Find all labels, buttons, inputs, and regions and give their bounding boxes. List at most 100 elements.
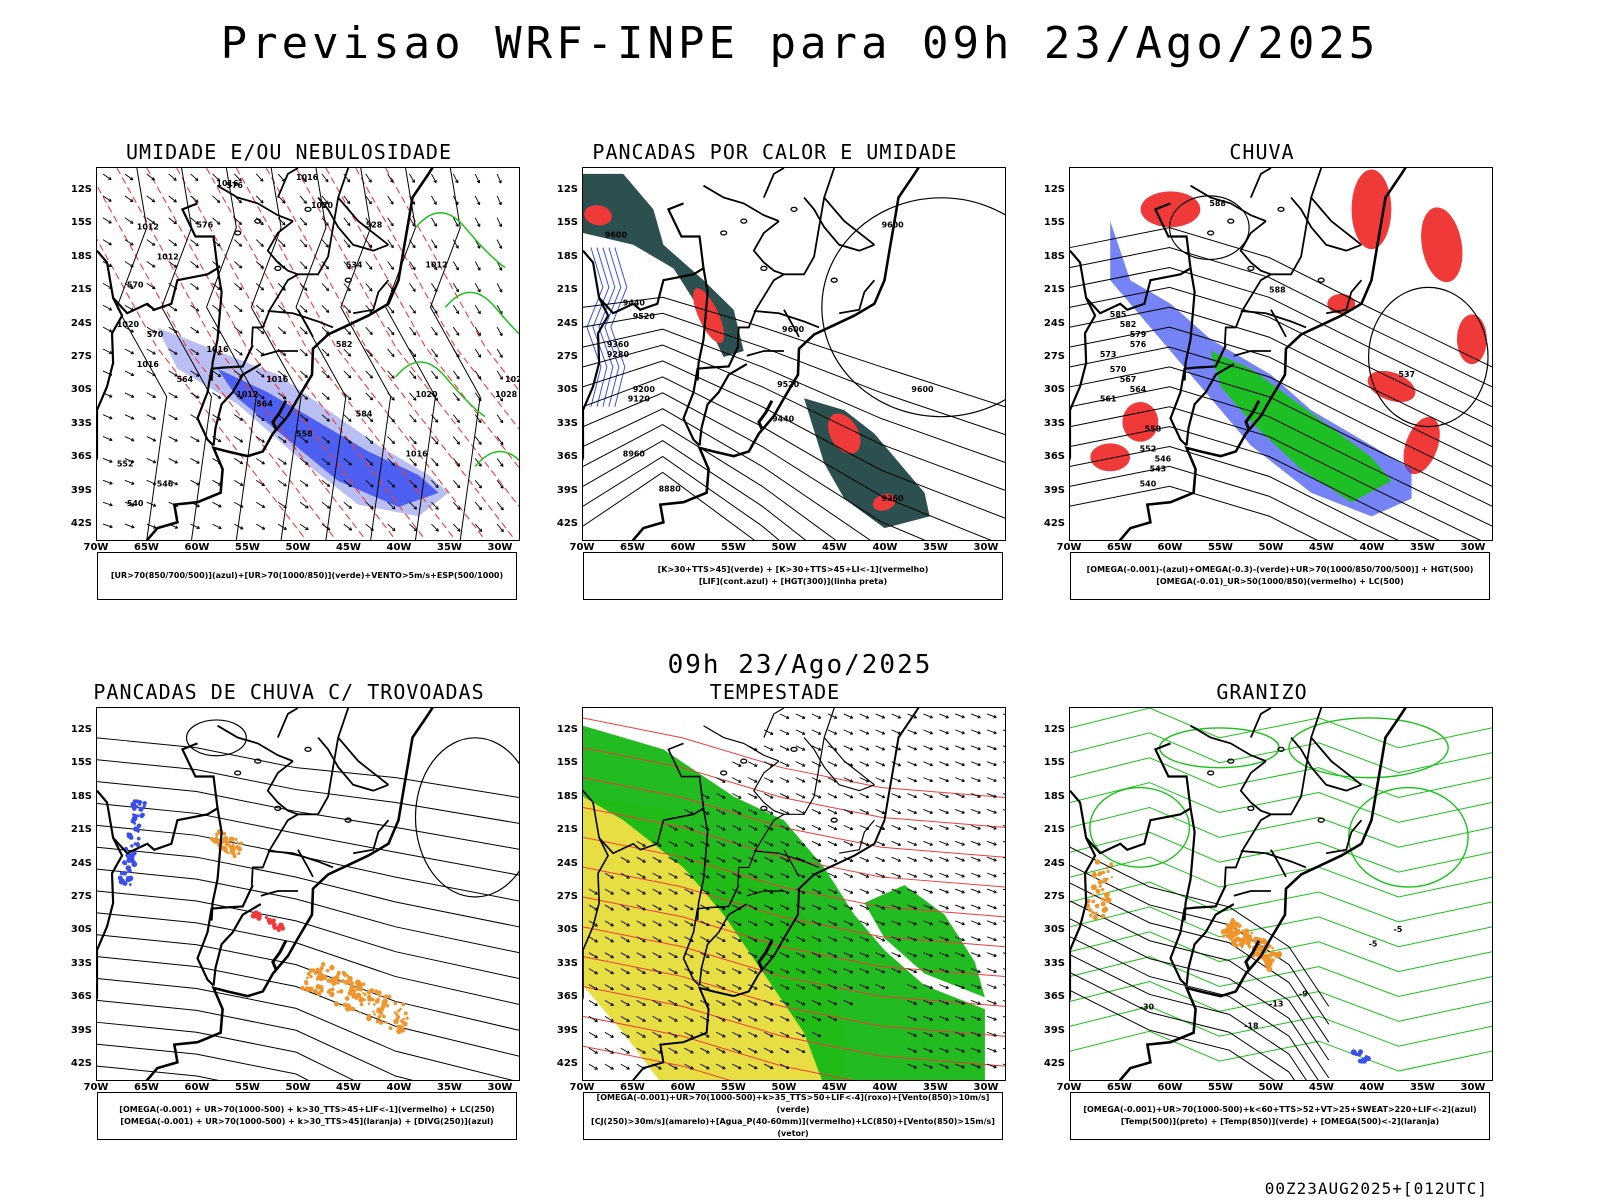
map-frame: 1016 1016 1020 1012 1012 1020 1016 1016 1012 1012… [96,167,520,541]
latitude-tick-label: 42S [1043,518,1065,529]
map-canvas: 9600960095209440936092809200912089608880… [583,168,1005,540]
latitude-tick-label: 36S [556,991,578,1003]
contour-label: 561 [1100,395,1117,404]
political-boundaries [583,168,920,540]
latitude-tick-label: 30S [556,384,578,396]
latitude-tick-label: 42S [556,518,578,529]
contour-label: 582 [1120,320,1137,329]
contour-label: 1016 [296,173,319,182]
latitude-tick-label: 18S [1043,250,1065,262]
latitude-tick-label: 15S [556,217,578,229]
latitude-tick-label: 18S [556,790,578,802]
contour-label: 8880 [659,484,682,493]
contour-label: 9440 [772,415,795,424]
contour-label: -9 [1299,989,1308,998]
panel-legend: [OMEGA(-0.001)+UR>70(1000-500)+k>35_TTS>… [583,1092,1003,1140]
contour-label: 588 [1269,285,1286,294]
valid-time-subtitle: 09h 23/Ago/2025 [667,650,933,680]
map-panel-umidade: UMIDADE E/OU NEBULOSIDADE 12S 15S 18S 21S 24S… [64,140,520,620]
longitude-tick-label: 70W [1056,542,1082,553]
longitude-tick-label: 55W [721,542,746,553]
latitude-tick-label: 42S [70,1058,92,1069]
longitude-tick-label: 60W [184,1082,210,1093]
contour-label: 564 [177,375,194,384]
contour-label: 567 [1120,375,1137,384]
longitude-tick-label: 45W [822,542,847,553]
latitude-tick-label: 36S [70,991,92,1003]
longitude-tick-label: 35W [923,1082,948,1093]
latitude-tick-label: 30S [556,924,578,936]
longitude-tick-label: 40W [872,1082,898,1093]
longitude-tick-label: 40W [386,1082,412,1093]
contour-label: 564 [256,400,273,409]
latitude-tick-label: 36S [70,451,92,463]
hail-orange-dots [1220,918,1283,972]
latitude-tick-label: 21S [556,824,578,836]
thickness-red-contours [97,168,519,540]
contour-label: 9280 [607,350,630,359]
latitude-tick-label: 21S [1043,824,1065,836]
longitude-tick-label: 50W [771,1082,797,1093]
latitude-tick-label: 21S [70,284,92,296]
contour-label: 8960 [623,449,646,458]
longitude-tick-label: 70W [569,542,595,553]
contour-label: 1016 [266,375,289,384]
longitude-tick-label: 70W [83,1082,109,1093]
latitude-tick-label: 21S [1043,284,1065,296]
contour-label: 588 [1209,199,1226,208]
latitude-tick-label: 12S [556,184,578,195]
contour-label: -13 [1269,999,1283,1008]
contour-label: 576 [197,221,214,230]
longitude-tick-label: 60W [1157,542,1183,553]
legend-line: [OMEGA(-0.001) + UR>70(1000-500) + k>30_… [120,1117,494,1126]
instability-teal-area-south [804,398,930,529]
political-boundaries [97,168,434,540]
political-boundaries [1070,708,1407,1080]
map-frame: 9600 9600 9520 9440 9360 9280 9200 9120 8960 8880… [582,167,1006,541]
panel-title: GRANIZO [1216,680,1308,704]
contour-label: 9440 [623,298,646,307]
hgt300-high-contour [821,197,1005,418]
humidity-blue-area [217,368,439,507]
latitude-tick-label: 18S [1043,790,1065,802]
latitude-tick-label: 27S [70,351,92,362]
latitude-tick-label: 36S [1043,451,1065,463]
contour-label: -5 [1393,925,1402,934]
map-panel-pancadas-calor: PANCADAS POR CALOR E UMIDADE 12S 15S 18S 21S… [550,140,1006,620]
latitude-tick-label: 33S [70,417,92,429]
latitude-tick-label: 15S [556,757,578,769]
thunder-orange-dots [210,828,244,858]
humidity-green-contour [444,291,519,335]
contour-label: 543 [1150,464,1167,473]
rain-red-area [1351,169,1392,250]
instability-red-area [872,493,896,511]
contour-label: 1020 [415,390,438,399]
legend-line: [OMEGA(-0.001)+UR>70(1000-500)+k>35_TTS>… [596,1093,990,1114]
longitude-tick-label: 45W [336,542,361,553]
temp500-black-contours [1070,846,1330,1080]
longitude-tick-label: 55W [1208,542,1233,553]
longitude-tick-label: 45W [822,1082,847,1093]
longitude-tick-label: 65W [134,1082,159,1093]
run-stamp: 00Z23AUG2025+[012UTC] [1264,1179,1488,1198]
political-boundaries [583,708,920,1080]
longitude-tick-label: 50W [285,542,311,553]
omega-green-area [1210,351,1392,503]
longitude-tick-label: 45W [1309,542,1334,553]
map-frame: 588 588 585 582 579 576 573 570 567 564 561 558 552 5… [1069,167,1493,541]
rain-red-area [1456,314,1487,365]
lc250-anticyclone [414,737,519,898]
latitude-tick-label: 39S [1043,484,1065,496]
latitude-tick-label: 42S [70,518,92,529]
map-canvas: 5885885855825795765735705675645615585525… [1070,168,1492,540]
longitude-tick-label: 60W [184,542,210,553]
temp850-green-contour [1089,786,1191,868]
contour-label: 540 [127,499,144,508]
latitude-tick-label: 27S [1043,351,1065,362]
legend-line: [UR>70(850/700/500)](azul)+[UR>70(1000/8… [110,571,504,580]
latitude-tick-label: 24S [556,857,578,869]
lc250-vortex [185,719,247,757]
instability-red-area [584,205,612,226]
latitude-tick-label: 39S [556,1024,578,1036]
map-canvas: 1016 1016 1020 1012 1012 1020 1016 1016 1012 1012… [97,168,519,540]
